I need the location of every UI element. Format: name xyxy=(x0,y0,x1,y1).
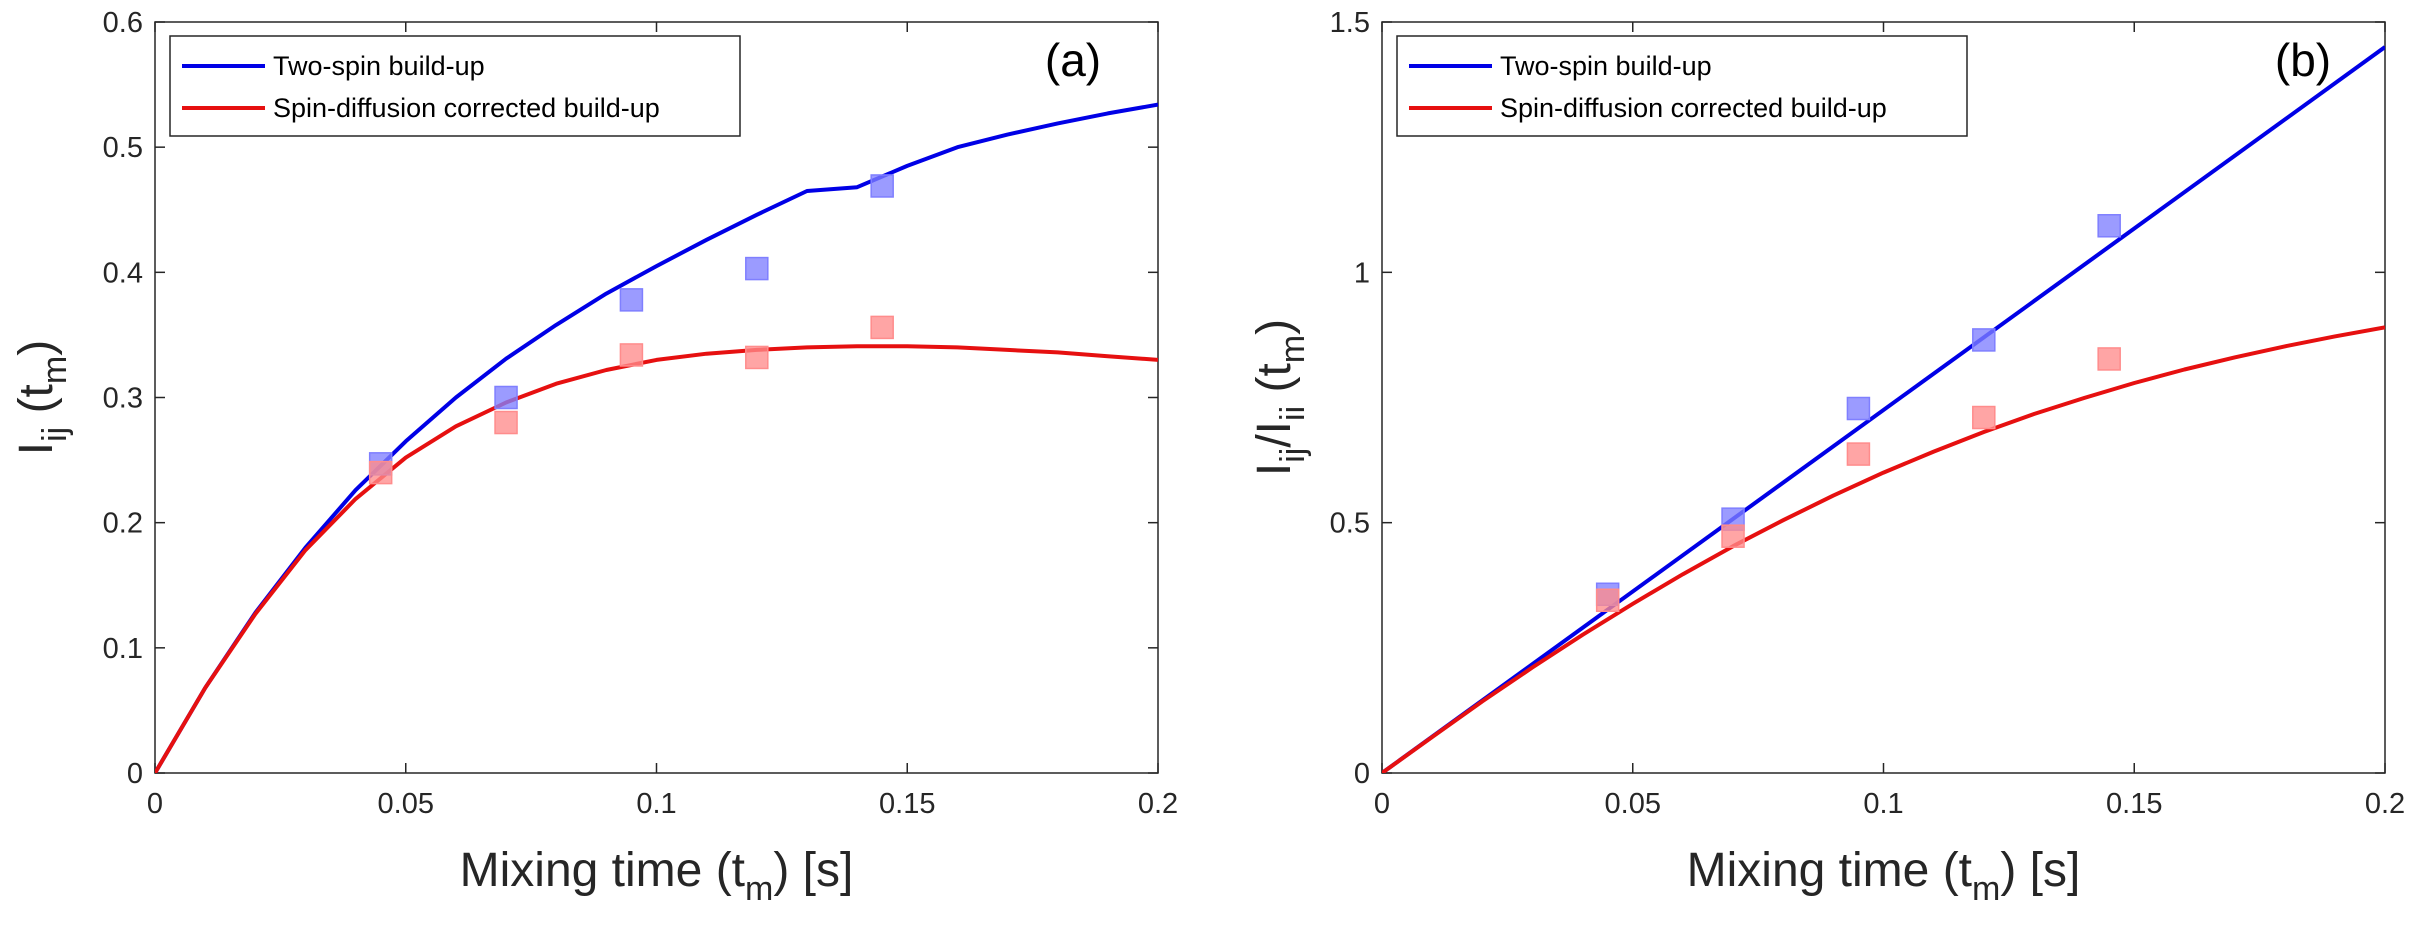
panel-label: (a) xyxy=(1045,34,1101,86)
data-point xyxy=(368,460,393,485)
data-point xyxy=(1846,396,1871,421)
data-point xyxy=(1972,405,1996,430)
data-point xyxy=(745,345,769,370)
data-point xyxy=(619,288,644,312)
data-point xyxy=(1846,442,1871,466)
x-label-main: Mixing time (t xyxy=(1687,844,1972,897)
axes-box xyxy=(154,21,1159,774)
data-point xyxy=(870,315,894,340)
y-tick-label: 0.2 xyxy=(103,508,143,540)
y-tick-label: 0 xyxy=(1354,758,1370,790)
x-tick-label: 0 xyxy=(147,788,163,820)
data-point xyxy=(2097,347,2121,371)
data-point xyxy=(1721,524,1745,548)
x-tick-label: 0.1 xyxy=(1863,788,1903,820)
y-tick-label: 1 xyxy=(1354,257,1370,289)
y-label-main: I xyxy=(10,442,63,455)
series-line-0 xyxy=(155,102,1158,773)
y-label-tail: ) xyxy=(10,340,63,356)
y-label-sub: ij xyxy=(36,427,74,442)
data-point xyxy=(1595,588,1620,613)
data-point xyxy=(2097,214,2121,238)
x-tick-label: 0.2 xyxy=(1138,788,1178,820)
x-label-tail: ) [s] xyxy=(2000,844,2080,897)
data-point xyxy=(494,385,518,410)
legend-box xyxy=(1396,35,1968,137)
y-tick-label: 0.6 xyxy=(103,7,143,39)
y-label-main: I xyxy=(1248,463,1301,476)
y-axis-label: Iij (tm) xyxy=(10,340,74,455)
series-line-1 xyxy=(155,344,1158,773)
x-axis-label: Mixing time (tm) [s] xyxy=(460,844,854,908)
y-tick-label: 0.5 xyxy=(1330,508,1370,540)
legend-entry: Two-spin build-up xyxy=(273,51,485,81)
x-tick-label: 0 xyxy=(1374,788,1390,820)
x-axis-label: Mixing time (tm) [s] xyxy=(1687,844,2081,908)
x-tick-label: 0.1 xyxy=(636,788,676,820)
data-point xyxy=(1972,328,1996,352)
x-label-tail: ) [s] xyxy=(773,844,853,897)
y-label-tail: ) xyxy=(1248,319,1301,335)
panel-b: 0 0.05 0.1 0.15 0.2 0 0.5 1 1.5 Two-spin build-up… xyxy=(1248,7,2405,908)
data-point xyxy=(494,410,518,435)
legend: Two-spin build-up Spin-diffusion correcte… xyxy=(1396,35,1968,137)
x-label-sub: m xyxy=(1972,870,2000,908)
y-label-sub: m xyxy=(1274,335,1312,363)
legend-entry: Spin-diffusion corrected build-up xyxy=(273,93,660,123)
y-label-mid: (t xyxy=(1248,363,1301,406)
y-label-sub: ij xyxy=(1274,448,1312,463)
y-tick-label: 0.4 xyxy=(103,257,143,289)
x-tick-label: 0.2 xyxy=(2365,788,2405,820)
panel-a: 0 0.05 0.1 0.15 0.2 0 0.1 0.2 0.3 0.4 0.5 0.6 Two-sp… xyxy=(10,7,1178,908)
axes-box xyxy=(1381,21,2386,774)
x-label-sub: m xyxy=(745,870,773,908)
x-label-main: Mixing time (t xyxy=(460,844,745,897)
legend-entry: Two-spin build-up xyxy=(1500,51,1712,81)
series-line-0 xyxy=(1382,45,2385,773)
x-tick-label: 0.05 xyxy=(1605,788,1661,820)
x-tick-label: 0.15 xyxy=(879,788,935,820)
y-tick-label: 0.1 xyxy=(103,633,143,665)
y-axis-label: Iij/Iii (tm) xyxy=(1248,319,1312,476)
y-label-sub: m xyxy=(36,356,74,384)
legend: Two-spin build-up Spin-diffusion correcte… xyxy=(169,35,741,137)
y-label-mid: /I xyxy=(1248,421,1301,448)
y-tick-label: 0.5 xyxy=(103,132,143,164)
data-point xyxy=(619,343,644,367)
series-line-1 xyxy=(1382,325,2385,773)
y-tick-label: 0.3 xyxy=(103,383,143,415)
x-tick-label: 0.05 xyxy=(378,788,434,820)
legend-entry: Spin-diffusion corrected build-up xyxy=(1500,93,1887,123)
data-point xyxy=(745,256,769,281)
legend-box xyxy=(169,35,741,137)
y-label-sub: ii xyxy=(1274,406,1312,421)
y-label-mid: (t xyxy=(10,384,63,427)
y-tick-label: 0 xyxy=(127,758,143,790)
y-tick-label: 1.5 xyxy=(1330,7,1370,39)
data-point xyxy=(870,174,894,198)
x-tick-label: 0.15 xyxy=(2106,788,2162,820)
panel-label: (b) xyxy=(2275,34,2331,86)
